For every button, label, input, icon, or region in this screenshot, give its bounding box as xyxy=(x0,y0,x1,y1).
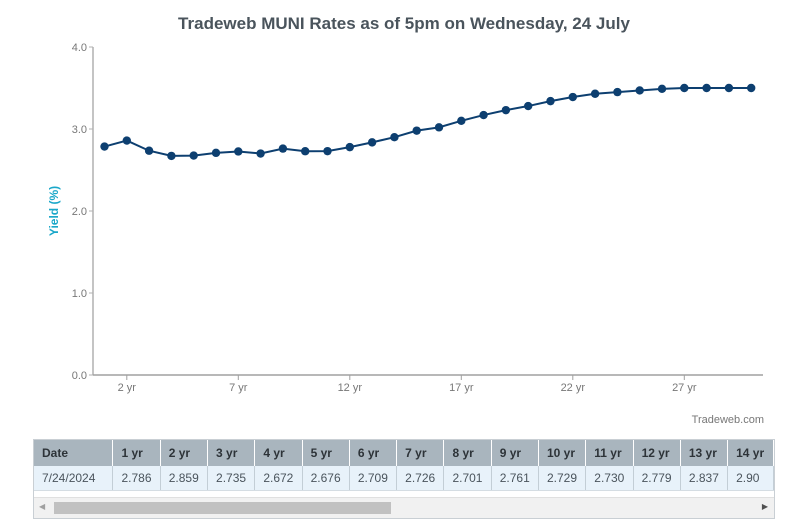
data-point xyxy=(680,83,689,93)
rate-cell: 2.709 xyxy=(349,466,398,491)
column-header: 7 yr xyxy=(396,440,445,466)
table-header-row: Date 1 yr 2 yr 3 yr 4 yr 5 yr 6 yr 7 yr 8 yr 9 yr… xyxy=(34,440,774,466)
rates-table: Date 1 yr 2 yr 3 yr 4 yr 5 yr 6 yr 7 yr 8 yr 9 yr… xyxy=(34,440,774,491)
data-point xyxy=(747,83,756,93)
data-point xyxy=(144,146,154,155)
x-tick-label: 7 yr xyxy=(229,382,248,394)
date-cell: 7/24/2024 xyxy=(34,466,114,491)
series-line xyxy=(104,87,752,157)
rate-cell: 2.730 xyxy=(585,466,634,491)
series-group xyxy=(100,83,756,161)
data-point xyxy=(479,110,488,120)
data-point xyxy=(234,147,243,156)
rate-cell: 2.837 xyxy=(680,466,729,491)
y-tick-label: 4.0 xyxy=(72,42,87,54)
data-point xyxy=(278,144,288,153)
data-point xyxy=(568,92,577,102)
column-header: 2 yr xyxy=(160,440,209,466)
data-point xyxy=(301,147,310,156)
x-tick-label: 17 yr xyxy=(449,382,474,394)
y-tick-label: 3.0 xyxy=(72,124,87,136)
rate-cell: 2.676 xyxy=(302,466,350,491)
data-point xyxy=(613,87,622,97)
y-tick-label: 2.0 xyxy=(72,206,87,218)
rate-cell: 2.672 xyxy=(254,466,303,491)
scrollbar-thumb[interactable] xyxy=(54,502,391,514)
data-point xyxy=(256,149,265,158)
column-header: 14 yr xyxy=(727,440,774,466)
data-point xyxy=(323,146,332,156)
rate-cell: 2.779 xyxy=(633,466,681,491)
data-point xyxy=(702,83,711,93)
column-header: 6 yr xyxy=(349,440,398,466)
data-point xyxy=(367,138,377,147)
rate-cell: 2.859 xyxy=(160,466,209,491)
data-point xyxy=(345,142,354,152)
table-row: 7/24/2024 2.786 2.859 2.735 2.672 2.676 2.709 2… xyxy=(34,466,774,491)
line-chart: 0.01.02.03.04.0 2 yr 7 yr 12 yr 17 yr 22 yr 2… xyxy=(47,42,763,394)
rate-cell: 2.701 xyxy=(443,466,492,491)
rate-cell: 2.729 xyxy=(538,466,587,491)
data-point xyxy=(189,151,198,160)
y-axis: 0.0 1.0 2.0 3.0 4.0 xyxy=(72,42,94,382)
data-point xyxy=(457,116,466,126)
rates-table-container: Date 1 yr 2 yr 3 yr 4 yr 5 yr 6 yr 7 yr 8 yr 9 yr… xyxy=(33,439,775,519)
x-tick-label: 27 yr xyxy=(672,382,697,394)
column-header: 11 yr xyxy=(585,440,634,466)
rate-cell: 2.786 xyxy=(112,466,161,491)
data-point xyxy=(635,86,644,95)
data-point xyxy=(590,89,600,98)
column-header: 13 yr xyxy=(680,440,729,466)
y-tick-label: 1.0 xyxy=(72,288,87,300)
column-header: 3 yr xyxy=(207,440,256,466)
y-axis-label: Yield (%) xyxy=(47,186,61,236)
rate-cell: 2.735 xyxy=(207,466,256,491)
column-header: 1 yr xyxy=(112,440,161,466)
column-header: 4 yr xyxy=(254,440,303,466)
scroll-left-icon[interactable]: ◀ xyxy=(39,502,46,511)
horizontal-scrollbar[interactable]: ◀ ▶ xyxy=(34,497,774,518)
source-credit: Tradeweb.com xyxy=(691,414,764,426)
data-point xyxy=(412,126,421,135)
column-header: 12 yr xyxy=(633,440,681,466)
data-point xyxy=(167,151,176,161)
data-point xyxy=(501,105,511,115)
scroll-right-icon[interactable]: ▶ xyxy=(761,502,768,511)
column-header: 9 yr xyxy=(491,440,540,466)
data-point xyxy=(100,142,109,151)
y-tick-label: 0.0 xyxy=(72,370,87,382)
column-header-date: Date xyxy=(34,440,114,466)
rate-cell: 2.90 xyxy=(727,466,774,491)
x-tick-label: 12 yr xyxy=(338,382,363,394)
data-point xyxy=(211,148,221,158)
data-point xyxy=(524,101,533,111)
table-body: 7/24/2024 2.786 2.859 2.735 2.672 2.676 2.709 2… xyxy=(34,466,774,491)
x-axis: 2 yr 7 yr 12 yr 17 yr 22 yr 27 yr xyxy=(93,374,763,394)
data-point xyxy=(657,84,667,94)
column-header: 8 yr xyxy=(443,440,492,466)
data-point xyxy=(434,123,444,132)
x-tick-label: 22 yr xyxy=(561,382,586,394)
rate-cell: 2.761 xyxy=(491,466,540,491)
data-point xyxy=(724,83,734,93)
data-point xyxy=(122,136,131,145)
data-point xyxy=(390,133,399,142)
chart-title: Tradeweb MUNI Rates as of 5pm on Wednesd… xyxy=(178,14,630,33)
column-header: 5 yr xyxy=(302,440,350,466)
rate-cell: 2.726 xyxy=(396,466,445,491)
x-tick-label: 2 yr xyxy=(118,382,137,394)
data-point xyxy=(546,96,555,106)
column-header: 10 yr xyxy=(538,440,587,466)
